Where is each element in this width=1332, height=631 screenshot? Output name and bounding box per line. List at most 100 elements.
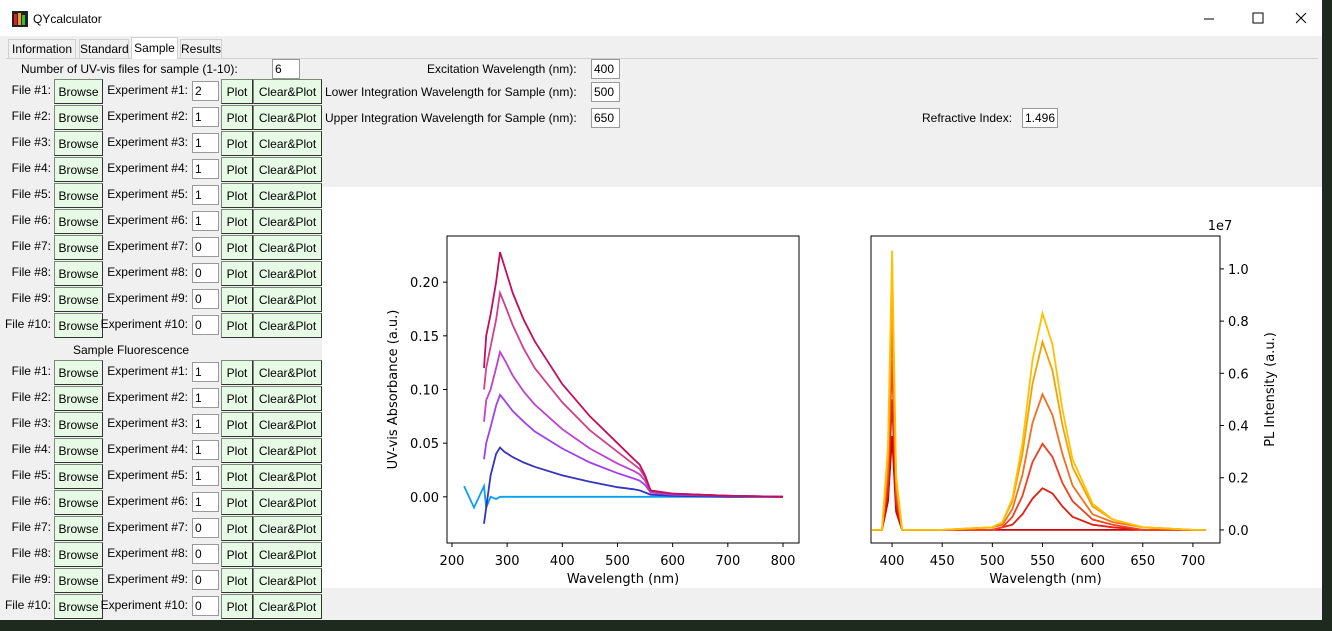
plot-button[interactable]: Plot — [221, 464, 253, 489]
plot-button[interactable]: Plot — [221, 105, 253, 130]
browse-button[interactable]: Browse — [54, 105, 103, 130]
clear-plot-button[interactable]: Clear&Plot — [253, 261, 322, 286]
experiment-input[interactable]: 1 — [192, 159, 219, 179]
experiment-input[interactable]: 0 — [192, 237, 219, 257]
experiment-input[interactable]: 1 — [192, 466, 219, 486]
browse-button[interactable]: Browse — [54, 490, 103, 515]
experiment-input[interactable]: 1 — [192, 133, 219, 153]
browse-button[interactable]: Browse — [54, 235, 103, 260]
browse-button[interactable]: Browse — [54, 594, 103, 619]
field-label: Refractive Index: — [922, 111, 1013, 125]
clear-plot-button[interactable]: Clear&Plot — [253, 313, 322, 338]
clear-plot-button[interactable]: Clear&Plot — [253, 594, 322, 619]
clear-plot-button[interactable]: Clear&Plot — [253, 287, 322, 312]
browse-button[interactable]: Browse — [54, 287, 103, 312]
clear-plot-button[interactable]: Clear&Plot — [253, 79, 322, 104]
plot-button[interactable]: Plot — [221, 131, 253, 156]
clear-plot-button[interactable]: Clear&Plot — [253, 386, 322, 411]
experiment-input[interactable]: 2 — [192, 81, 219, 101]
clear-plot-button[interactable]: Clear&Plot — [253, 209, 322, 234]
plot-button[interactable]: Plot — [221, 386, 253, 411]
title-bar: QYcalculator — [0, 0, 1322, 36]
text-input[interactable]: 650 — [591, 108, 620, 128]
clear-plot-button[interactable]: Clear&Plot — [253, 464, 322, 489]
x-axis-label: Wavelength (nm) — [989, 572, 1101, 587]
y-tick-label: 0.10 — [410, 384, 439, 399]
plot-button[interactable]: Plot — [221, 183, 253, 208]
browse-button[interactable]: Browse — [54, 209, 103, 234]
experiment-label: Experiment #3: — [107, 416, 188, 430]
clear-plot-button[interactable]: Clear&Plot — [253, 131, 322, 156]
experiment-input[interactable]: 1 — [192, 211, 219, 231]
browse-button[interactable]: Browse — [54, 542, 103, 567]
experiment-input[interactable]: 0 — [192, 518, 219, 538]
browse-button[interactable]: Browse — [54, 438, 103, 463]
tab[interactable]: Results — [180, 39, 222, 58]
browse-button[interactable]: Browse — [54, 131, 103, 156]
clear-plot-button[interactable]: Clear&Plot — [253, 235, 322, 260]
clear-plot-button[interactable]: Clear&Plot — [253, 412, 322, 437]
plot-button[interactable]: Plot — [221, 412, 253, 437]
clear-plot-button[interactable]: Clear&Plot — [253, 157, 322, 182]
experiment-input[interactable]: 1 — [192, 414, 219, 434]
experiment-input[interactable]: 0 — [192, 289, 219, 309]
plot-button[interactable]: Plot — [221, 261, 253, 286]
clear-plot-button[interactable]: Clear&Plot — [253, 183, 322, 208]
plot-button[interactable]: Plot — [221, 209, 253, 234]
experiment-input[interactable]: 1 — [192, 362, 219, 382]
browse-button[interactable]: Browse — [54, 183, 103, 208]
experiment-input[interactable]: 0 — [192, 263, 219, 283]
tab[interactable]: Standard — [79, 39, 129, 58]
tab[interactable]: Sample — [131, 37, 178, 59]
clear-plot-button[interactable]: Clear&Plot — [253, 568, 322, 593]
browse-button[interactable]: Browse — [54, 568, 103, 593]
plot-button[interactable]: Plot — [221, 438, 253, 463]
browse-button[interactable]: Browse — [54, 261, 103, 286]
experiment-input[interactable]: 1 — [192, 492, 219, 512]
experiment-input[interactable]: 1 — [192, 107, 219, 127]
plot-button[interactable]: Plot — [221, 360, 253, 385]
browse-button[interactable]: Browse — [54, 412, 103, 437]
plot-button[interactable]: Plot — [221, 313, 253, 338]
experiment-input[interactable]: 0 — [192, 544, 219, 564]
clear-plot-button[interactable]: Clear&Plot — [253, 438, 322, 463]
browse-button[interactable]: Browse — [54, 464, 103, 489]
plot-button[interactable]: Plot — [221, 157, 253, 182]
plot-button[interactable]: Plot — [221, 490, 253, 515]
plot-button[interactable]: Plot — [221, 542, 253, 567]
window-controls[interactable] — [1190, 8, 1320, 28]
plot-button[interactable]: Plot — [221, 287, 253, 312]
plot-button[interactable]: Plot — [221, 568, 253, 593]
text-input[interactable]: 400 — [591, 59, 620, 79]
text-input[interactable]: 500 — [591, 82, 620, 102]
experiment-input[interactable]: 0 — [192, 596, 219, 616]
experiment-input[interactable]: 0 — [192, 315, 219, 335]
experiment-label: Experiment #3: — [107, 135, 188, 149]
clear-plot-button[interactable]: Clear&Plot — [253, 542, 322, 567]
file-label: File #6: — [11, 494, 51, 508]
browse-button[interactable]: Browse — [54, 386, 103, 411]
clear-plot-button[interactable]: Clear&Plot — [253, 490, 322, 515]
file-label: File #2: — [11, 390, 51, 404]
experiment-input[interactable]: 1 — [192, 388, 219, 408]
x-tick-label: 600 — [660, 554, 685, 569]
browse-button[interactable]: Browse — [54, 79, 103, 104]
experiment-input[interactable]: 1 — [192, 185, 219, 205]
text-input[interactable]: 1.496 — [1022, 108, 1058, 128]
text-input[interactable]: 6 — [272, 59, 300, 79]
file-label: File #5: — [11, 468, 51, 482]
tab[interactable]: Information — [8, 39, 76, 58]
browse-button[interactable]: Browse — [54, 516, 103, 541]
experiment-input[interactable]: 0 — [192, 570, 219, 590]
plot-button[interactable]: Plot — [221, 594, 253, 619]
browse-button[interactable]: Browse — [54, 313, 103, 338]
clear-plot-button[interactable]: Clear&Plot — [253, 105, 322, 130]
plot-button[interactable]: Plot — [221, 235, 253, 260]
experiment-input[interactable]: 1 — [192, 440, 219, 460]
browse-button[interactable]: Browse — [54, 360, 103, 385]
clear-plot-button[interactable]: Clear&Plot — [253, 516, 322, 541]
plot-button[interactable]: Plot — [221, 79, 253, 104]
clear-plot-button[interactable]: Clear&Plot — [253, 360, 322, 385]
browse-button[interactable]: Browse — [54, 157, 103, 182]
plot-button[interactable]: Plot — [221, 516, 253, 541]
